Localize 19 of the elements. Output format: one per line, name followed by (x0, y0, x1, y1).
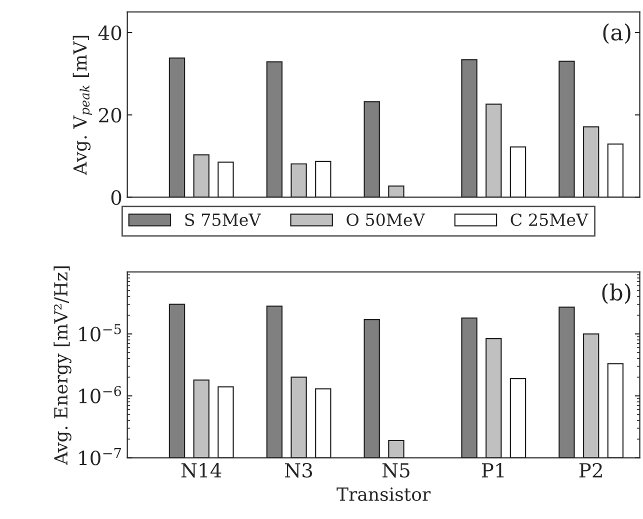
x-tick-label: N3 (285, 462, 312, 478)
legend-label: C 25MeV (510, 213, 588, 226)
x-axis-title: Transistor (336, 487, 431, 501)
y-axis-title: Avg. V$_{peak}$ [mV] (72, 36, 92, 176)
y-tick-label: 10$^{−6}$ (79, 386, 122, 404)
y-tick-label: 40 (98, 25, 122, 40)
legend-label: O 50MeV (346, 213, 426, 226)
y-axis-title: Avg. Energy [mV²/Hz] (54, 266, 72, 465)
x-tick-label: P1 (482, 462, 504, 478)
x-tick-label: N5 (382, 463, 410, 478)
y-tick-label: 10$^{−5}$ (79, 324, 121, 342)
y-tick-label: 0 (111, 190, 122, 205)
y-tick-label: 10$^{−7}$ (79, 448, 121, 466)
x-tick-label: N14 (181, 462, 222, 478)
annotation: (a) (603, 23, 630, 44)
x-tick-label: P2 (579, 462, 602, 478)
y-tick-label: 20 (99, 108, 122, 123)
legend-label: S 75MeV (185, 213, 261, 226)
annotation: (b) (602, 284, 630, 304)
